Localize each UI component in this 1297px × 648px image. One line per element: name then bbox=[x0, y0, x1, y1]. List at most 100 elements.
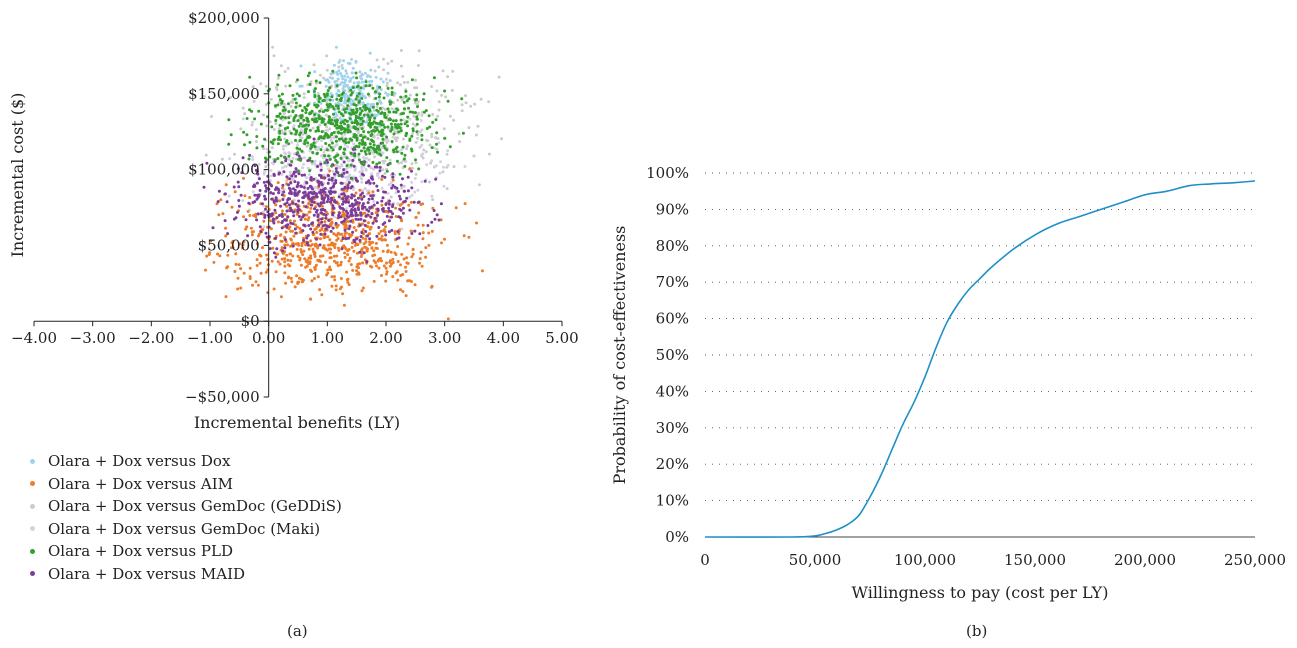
scatter-point bbox=[413, 111, 417, 115]
scatter-point bbox=[339, 260, 343, 264]
scatter-point bbox=[460, 97, 464, 101]
scatter-point bbox=[270, 174, 273, 178]
scatter-point bbox=[372, 102, 375, 106]
scatter-point bbox=[380, 178, 384, 181]
scatter-point bbox=[340, 239, 344, 243]
scatter-point bbox=[403, 164, 407, 168]
y-tick-label: $150,000 bbox=[188, 85, 260, 103]
scatter-chart-a: −4.00 −3.00 −2.00 −1.00 0.00 1.00 2.00 3.00 4.00… bbox=[8, 9, 579, 432]
scatter-point bbox=[357, 100, 361, 104]
scatter-point bbox=[276, 252, 279, 256]
scatter-point bbox=[272, 287, 276, 291]
y-tick-label: $200,000 bbox=[188, 9, 260, 27]
scatter-point bbox=[414, 215, 418, 219]
scatter-point bbox=[396, 190, 400, 193]
scatter-point bbox=[253, 164, 257, 168]
scatter-point bbox=[406, 175, 410, 179]
scatter-point bbox=[349, 93, 353, 97]
scatter-point bbox=[211, 226, 215, 230]
scatter-point bbox=[371, 129, 375, 132]
scatter-point bbox=[256, 170, 259, 173]
scatter-point bbox=[420, 143, 424, 147]
scatter-point bbox=[251, 85, 255, 89]
scatter-point bbox=[274, 122, 278, 125]
scatter-point bbox=[277, 172, 281, 176]
scatter-point bbox=[334, 144, 338, 148]
scatter-point bbox=[340, 63, 344, 67]
scatter-point bbox=[289, 252, 293, 256]
scatter-point bbox=[302, 213, 306, 217]
scatter-point bbox=[385, 84, 389, 88]
scatter-point bbox=[281, 186, 284, 190]
scatter-point bbox=[430, 159, 434, 163]
scatter-point bbox=[288, 187, 292, 191]
scatter-point bbox=[350, 193, 354, 197]
scatter-point bbox=[393, 230, 397, 234]
legend-label: Olara + Dox versus MAID bbox=[48, 564, 246, 583]
scatter-point bbox=[454, 206, 458, 210]
scatter-point bbox=[387, 206, 391, 210]
scatter-point bbox=[294, 138, 297, 142]
scatter-point bbox=[335, 261, 339, 265]
scatter-point bbox=[367, 197, 371, 201]
scatter-point bbox=[251, 158, 255, 162]
legend-marker bbox=[30, 548, 35, 554]
scatter-point bbox=[305, 236, 309, 240]
scatter-point bbox=[248, 277, 252, 280]
scatter-point bbox=[351, 220, 355, 224]
scatter-point bbox=[368, 237, 372, 241]
legend-label: Olara + Dox versus AIM bbox=[48, 474, 234, 493]
scatter-point bbox=[371, 254, 375, 258]
scatter-point bbox=[434, 136, 438, 140]
scatter-point bbox=[302, 96, 306, 100]
scatter-point bbox=[383, 175, 387, 179]
scatter-point bbox=[270, 146, 274, 150]
scatter-point bbox=[355, 265, 359, 269]
scatter-point bbox=[330, 164, 334, 168]
scatter-point bbox=[341, 77, 345, 81]
scatter-point bbox=[325, 248, 329, 252]
scatter-point bbox=[334, 135, 338, 139]
scatter-point bbox=[360, 177, 364, 181]
scatter-point bbox=[344, 101, 347, 105]
scatter-point bbox=[348, 117, 352, 121]
scatter-point bbox=[342, 139, 346, 143]
scatter-point bbox=[248, 108, 252, 112]
scatter-point bbox=[257, 234, 260, 238]
scatter-point bbox=[316, 103, 319, 107]
scatter-point bbox=[367, 158, 371, 162]
scatter-point bbox=[374, 90, 377, 94]
scatter-point bbox=[299, 64, 303, 68]
scatter-point bbox=[364, 230, 368, 233]
scatter-point bbox=[439, 160, 443, 164]
scatter-point bbox=[369, 166, 373, 170]
scatter-point bbox=[354, 202, 358, 206]
scatter-point bbox=[472, 154, 476, 158]
scatter-point bbox=[324, 113, 328, 117]
scatter-point bbox=[383, 111, 387, 115]
scatter-point bbox=[319, 201, 323, 205]
scatter-point bbox=[345, 170, 349, 174]
scatter-point bbox=[390, 59, 394, 63]
scatter-point bbox=[378, 165, 382, 169]
scatter-point bbox=[338, 98, 342, 102]
scatter-point bbox=[285, 209, 289, 213]
scatter-point bbox=[331, 185, 335, 189]
scatter-point bbox=[477, 183, 481, 187]
scatter-point bbox=[382, 264, 386, 268]
scatter-point bbox=[390, 215, 393, 219]
scatter-point bbox=[328, 251, 332, 255]
scatter-point bbox=[332, 259, 336, 263]
scatter-point bbox=[323, 123, 327, 126]
scatter-point bbox=[306, 104, 309, 108]
scatter-point bbox=[342, 160, 346, 164]
scatter-point bbox=[320, 130, 324, 134]
scatter-point bbox=[291, 244, 295, 248]
scatter-point bbox=[337, 94, 341, 97]
scatter-point bbox=[264, 84, 268, 88]
scatter-point bbox=[410, 147, 413, 151]
scatter-point bbox=[345, 119, 349, 123]
scatter-point bbox=[340, 163, 344, 167]
scatter-point bbox=[308, 149, 312, 153]
scatter-point bbox=[443, 237, 446, 241]
